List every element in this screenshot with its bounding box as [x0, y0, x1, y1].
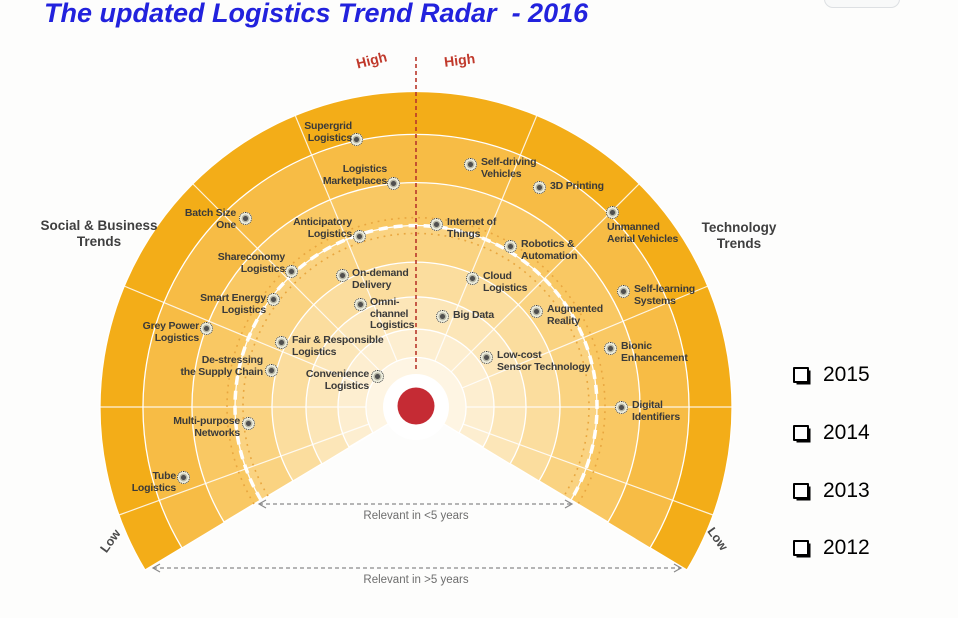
trend-marker-batch-size-one [239, 212, 252, 225]
trend-marker-convenience-logistics [371, 370, 384, 383]
trend-label-convenience-logistics: Convenience Logistics [305, 368, 369, 392]
trend-label-digital-identifiers: Digital Identifiers [632, 399, 680, 423]
legend-item-2013: 2013 [793, 478, 870, 504]
trend-label-grey-power-logistics: Grey Power Logistics [142, 320, 200, 344]
inner-arrowhead-left [257, 499, 267, 509]
trend-marker-big-data [436, 310, 449, 323]
trend-marker-internet-of-things [430, 218, 443, 231]
trend-marker-multi-purpose-networks [242, 417, 255, 430]
trend-label-multi-purpose-networks: Multi-purpose Networks [173, 415, 240, 439]
page-title: The updated Logistics Trend Radar - 2016 [44, 0, 589, 28]
trend-label-supergrid-logistics: Supergrid Logistics [304, 120, 352, 144]
trend-label-bionic-enhancement: Bionic Enhancement [621, 340, 688, 364]
trend-marker-tube-logistics [177, 471, 190, 484]
trend-label-big-data: Big Data [453, 309, 494, 321]
outer-arrowhead-right [673, 563, 683, 573]
trend-label-omni-channel-logistics: Omni-channel Logistics [370, 296, 415, 331]
trend-label-cloud-logistics: Cloud Logistics [483, 270, 528, 294]
relevance-arrows [151, 499, 683, 573]
checkbox-icon[interactable] [793, 425, 809, 441]
trend-marker-robotics-automation [504, 240, 517, 253]
inner-arrowhead-right [564, 499, 574, 509]
radar-spokes [100, 114, 732, 516]
trend-marker-fair-responsible-logistics [275, 336, 288, 349]
trend-label-fair-responsible-logistics: Fair & Responsible Logistics [292, 334, 384, 358]
trend-marker-grey-power-logistics [200, 322, 213, 335]
trend-marker-smart-energy-logistics [267, 293, 280, 306]
social-business-trends-header-line1: Social & Business [40, 218, 158, 233]
trend-label-on-demand-delivery: On-demand Delivery [352, 267, 409, 291]
checkbox-icon[interactable] [793, 483, 809, 499]
trend-marker-augmented-reality [530, 305, 543, 318]
trend-label-3d-printing: 3D Printing [550, 180, 604, 192]
social-business-trends-header: Social & Business Trends [14, 218, 184, 250]
trend-marker-bionic-enhancement [604, 342, 617, 355]
trend-marker-digital-identifiers [615, 401, 628, 414]
trend-label-batch-size-one: Batch Size One [184, 207, 236, 231]
trend-marker-3d-printing [533, 181, 546, 194]
outer-relevance-arrow-label: Relevant in >5 years [363, 574, 469, 586]
trend-marker-on-demand-delivery [336, 269, 349, 282]
trend-marker-omni-channel-logistics [354, 298, 367, 311]
trend-marker-unmanned-aerial-vehicles [606, 206, 619, 219]
trend-marker-low-cost-sensor-technology [480, 351, 493, 364]
trend-marker-logistics-marketplaces [387, 177, 400, 190]
trend-marker-cloud-logistics [466, 272, 479, 285]
social-business-trends-header-line2: Trends [76, 234, 122, 249]
trend-label-self-driving-vehicles: Self-driving Vehicles [481, 156, 537, 180]
cropped-corner-artifact [824, 0, 900, 8]
trend-marker-de-stressing-the-supply-chain [265, 364, 278, 377]
trend-label-smart-energy-logistics: Smart Energy Logistics [200, 292, 266, 316]
outer-arrowhead-left [151, 563, 161, 573]
trend-marker-self-learning-systems [617, 285, 630, 298]
legend-item-2015: 2015 [793, 362, 870, 388]
trend-label-internet-of-things: Internet of Things [447, 216, 497, 240]
trend-label-robotics-automation: Robotics & Automation [521, 238, 578, 262]
checkbox-icon[interactable] [793, 540, 809, 556]
technology-trends-header: Technology Trends [654, 220, 824, 252]
technology-trends-header-line1: Technology [701, 220, 777, 235]
trend-label-logistics-marketplaces: Logistics Marketplaces [322, 163, 387, 187]
trend-marker-shareconomy-logistics [285, 265, 298, 278]
legend-year-label: 2015 [823, 363, 870, 386]
trend-label-low-cost-sensor-technology: Low-cost Sensor Technology [497, 349, 591, 373]
trend-label-augmented-reality: Augmented Reality [547, 303, 603, 327]
trend-label-tube-logistics: Tube Logistics [131, 470, 176, 494]
trend-marker-anticipatory-logistics [353, 230, 366, 243]
trend-label-shareconomy-logistics: Shareconomy Logistics [217, 251, 285, 275]
trend-marker-supergrid-logistics [350, 133, 363, 146]
trend-label-unmanned-aerial-vehicles: Unmanned Aerial Vehicles [607, 221, 679, 245]
inner-relevance-arrow-label: Relevant in <5 years [363, 510, 469, 522]
center-dot [397, 387, 435, 425]
legend-item-2012: 2012 [793, 535, 870, 561]
legend-year-label: 2012 [823, 536, 870, 559]
trend-label-self-learning-systems: Self-learning Systems [634, 283, 695, 307]
checkbox-icon[interactable] [793, 367, 809, 383]
trend-marker-self-driving-vehicles [464, 158, 477, 171]
trend-label-de-stressing-the-supply-chain: De-stressing the Supply Chain [180, 354, 263, 378]
legend-item-2014: 2014 [793, 420, 870, 446]
trend-label-anticipatory-logistics: Anticipatory Logistics [293, 216, 352, 240]
legend-year-label: 2014 [823, 421, 870, 444]
technology-trends-header-line2: Trends [716, 236, 762, 251]
legend-year-label: 2013 [823, 479, 870, 502]
